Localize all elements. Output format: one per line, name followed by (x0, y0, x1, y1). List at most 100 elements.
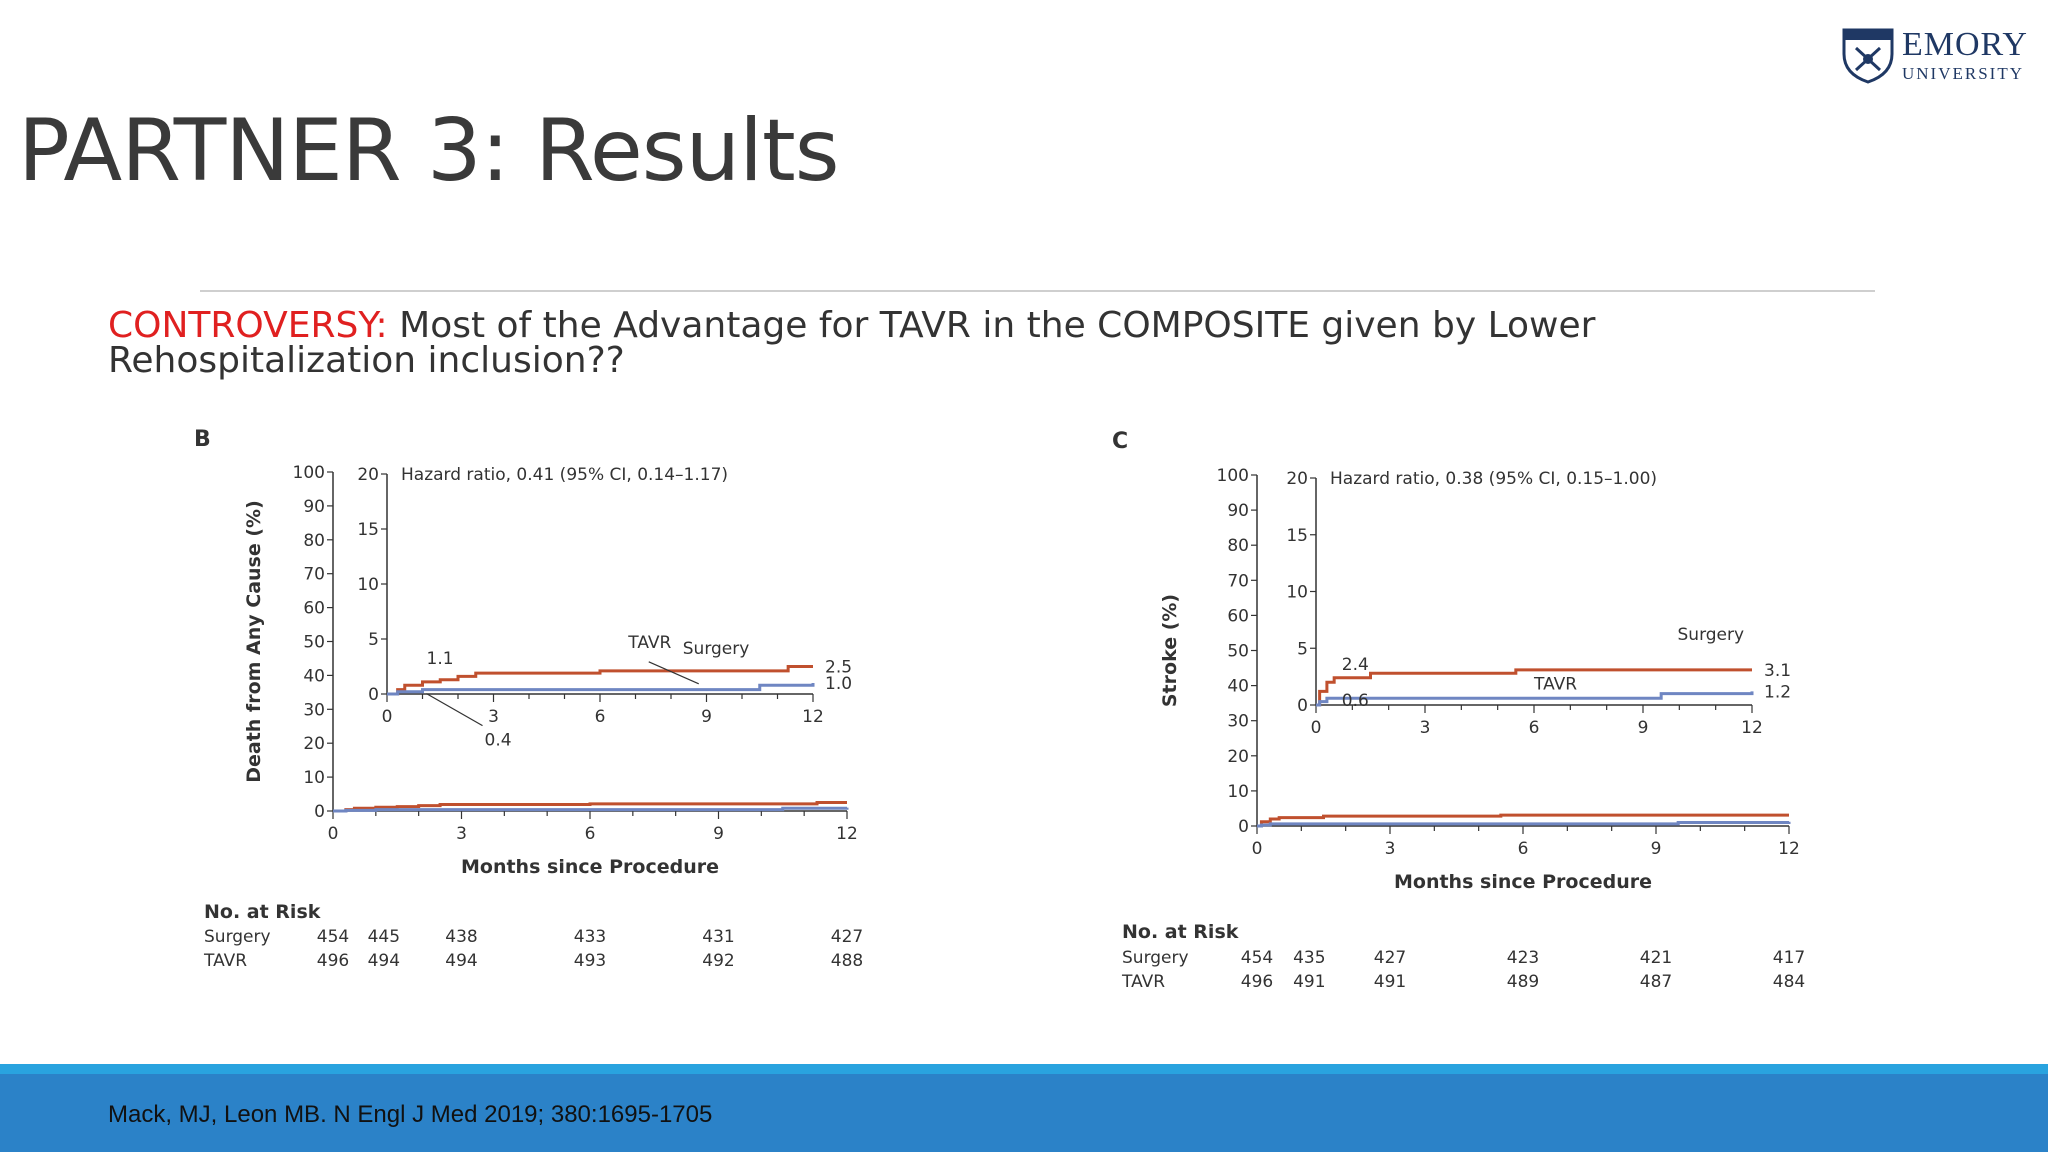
inset-x-tick-label: 9 (701, 707, 712, 727)
x-tick-label: 9 (1651, 839, 1662, 859)
y-tick-label: 70 (303, 565, 325, 585)
risk-cell: 423 (1507, 948, 1539, 968)
slide-title: PARTNER 3: Results (18, 101, 840, 201)
y-tick-label: 100 (1217, 466, 1249, 486)
inset-x-tick-label: 3 (1420, 718, 1431, 738)
inset-y-tick-label: 10 (1286, 583, 1308, 603)
y-tick-label: 20 (1227, 747, 1249, 767)
risk-cell: 488 (831, 951, 863, 971)
y-tick-label: 40 (303, 666, 325, 686)
shield-icon (1842, 28, 1894, 84)
inset-x-tick-label: 6 (595, 707, 606, 727)
risk-cell: 431 (702, 927, 734, 947)
inset-series-line-tavr (1316, 691, 1754, 707)
controversy-label: CONTROVERSY: (108, 305, 388, 346)
inset-annotation: Surgery (1678, 625, 1745, 645)
risk-cell: 421 (1640, 948, 1672, 968)
emory-logo: EMORY UNIVERSITY (1840, 24, 2030, 84)
risk-cell: 487 (1640, 972, 1672, 992)
y-tick-label: 20 (303, 734, 325, 754)
title-divider (200, 290, 1875, 292)
inset-annotation: 2.5 (825, 658, 852, 678)
risk-cell: 445 (368, 927, 400, 947)
y-axis-label: Stroke (%) (1159, 594, 1181, 707)
inset-x-tick-label: 0 (1311, 718, 1322, 738)
risk-table-title: No. at Risk (1122, 921, 1239, 943)
y-tick-label: 40 (1227, 677, 1249, 697)
risk-cell: 494 (445, 951, 477, 971)
annotation-leader (648, 661, 699, 685)
inset-annotation: 0.4 (485, 731, 512, 751)
citation: Mack, MJ, Leon MB. N Engl J Med 2019; 38… (108, 1101, 713, 1128)
x-tick-label: 0 (328, 824, 339, 844)
y-tick-label: 80 (1227, 536, 1249, 556)
annotation-leader (426, 693, 483, 727)
y-tick-label: 0 (314, 802, 325, 822)
series-line-tavr (1257, 820, 1791, 828)
inset-x-tick-label: 12 (802, 707, 824, 727)
inset-x-tick-label: 0 (382, 707, 393, 727)
x-tick-label: 12 (836, 824, 858, 844)
inset-y-tick-label: 0 (1297, 696, 1308, 716)
y-tick-label: 50 (303, 633, 325, 653)
inset-x-tick-label: 3 (488, 707, 499, 727)
inset-y-tick-label: 15 (357, 520, 379, 540)
inset-annotation: 2.4 (1342, 655, 1369, 675)
risk-cell: 496 (1241, 972, 1273, 992)
risk-cell: 454 (317, 927, 349, 947)
risk-row-label: Surgery (204, 927, 271, 947)
y-tick-label: 90 (1227, 501, 1249, 521)
inset-series-line-surgery (387, 665, 813, 696)
inset-y-tick-label: 20 (1286, 469, 1308, 489)
inset-y-tick-label: 5 (368, 630, 379, 650)
risk-cell: 427 (831, 927, 863, 947)
y-tick-label: 70 (1227, 571, 1249, 591)
risk-cell: 433 (574, 927, 606, 947)
inset-y-tick-label: 20 (357, 465, 379, 485)
y-tick-label: 90 (303, 497, 325, 517)
y-tick-label: 50 (1227, 642, 1249, 662)
y-tick-label: 60 (303, 599, 325, 619)
risk-cell: 435 (1293, 948, 1325, 968)
x-tick-label: 3 (456, 824, 467, 844)
y-tick-label: 60 (1227, 606, 1249, 626)
risk-cell: 427 (1374, 948, 1406, 968)
y-tick-label: 0 (1238, 817, 1249, 837)
x-tick-label: 12 (1778, 839, 1800, 859)
x-tick-label: 0 (1252, 839, 1263, 859)
inset-y-tick-label: 15 (1286, 526, 1308, 546)
risk-cell: 417 (1773, 948, 1805, 968)
inset-annotation: TAVR (627, 633, 671, 653)
panel-letter: C (1112, 429, 1128, 454)
y-axis-label: Death from Any Cause (%) (243, 500, 265, 783)
x-tick-label: 3 (1385, 839, 1396, 859)
risk-cell: 489 (1507, 972, 1539, 992)
inset-annotation: Surgery (683, 639, 750, 659)
controversy-text: Most of the Advantage for TAVR in the CO… (108, 305, 1596, 381)
series-line-tavr (333, 806, 849, 813)
controversy-statement: CONTROVERSY: Most of the Advantage for T… (108, 305, 1608, 381)
x-tick-label: 6 (585, 824, 596, 844)
risk-row-label: TAVR (1121, 972, 1165, 992)
inset-x-tick-label: 6 (1529, 718, 1540, 738)
inset-y-tick-label: 0 (368, 685, 379, 705)
y-tick-label: 100 (293, 463, 325, 483)
y-tick-label: 10 (1227, 782, 1249, 802)
inset-y-tick-label: 5 (1297, 639, 1308, 659)
hazard-ratio-label: Hazard ratio, 0.41 (95% CI, 0.14–1.17) (401, 465, 728, 485)
y-tick-label: 30 (1227, 712, 1249, 732)
y-tick-label: 80 (303, 531, 325, 551)
risk-cell: 438 (445, 927, 477, 947)
risk-cell: 484 (1773, 972, 1805, 992)
series-line-surgery (1257, 813, 1789, 828)
risk-cell: 454 (1241, 948, 1273, 968)
risk-cell: 491 (1293, 972, 1325, 992)
inset-series-line-surgery (1316, 668, 1752, 707)
inset-annotation: 3.1 (1764, 661, 1791, 681)
risk-table-title: No. at Risk (204, 901, 321, 923)
logo-subtitle: UNIVERSITY (1902, 64, 2024, 83)
x-tick-label: 6 (1518, 839, 1529, 859)
footer-band (0, 1074, 2048, 1152)
inset-series-line-tavr (387, 683, 815, 696)
